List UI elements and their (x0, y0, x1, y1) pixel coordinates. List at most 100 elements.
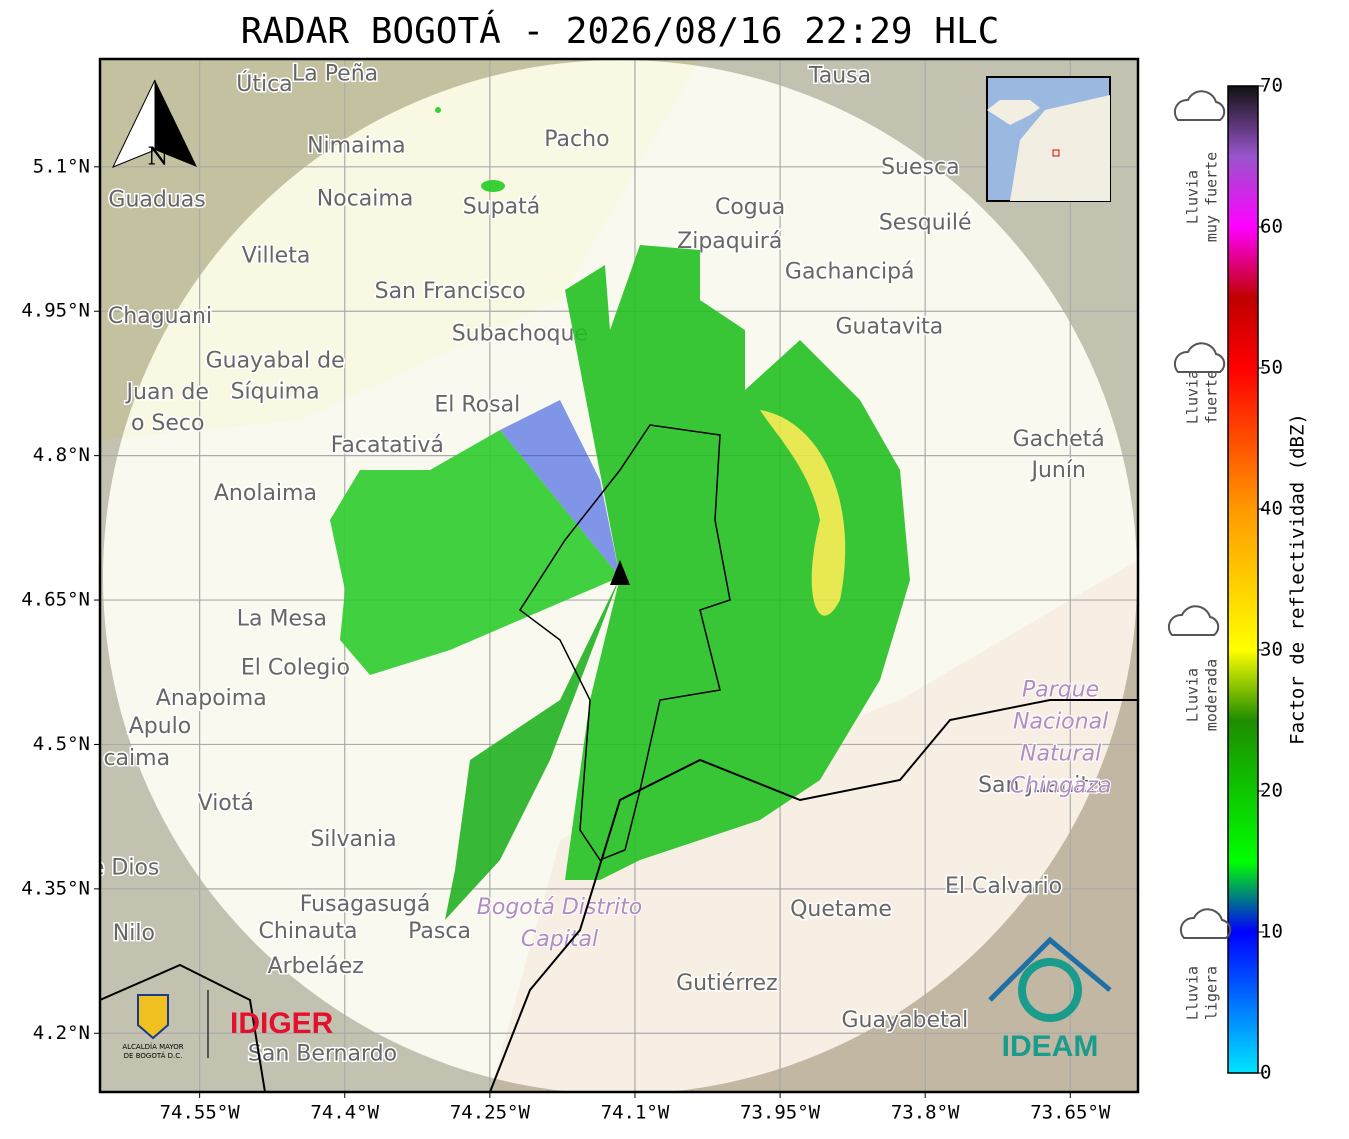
place-name: Anapoima (156, 686, 267, 711)
x-tick-label: 74.4°W (310, 1102, 379, 1124)
place-name: Tausa (808, 63, 871, 88)
north-label: N (148, 143, 169, 171)
colorbar-tick-label: 10 (1260, 921, 1283, 943)
colorbar-tick-label: 40 (1260, 498, 1283, 520)
district-border (518, 424, 731, 861)
region-name: Parque (1022, 678, 1099, 703)
place-name: San Bernardo (248, 1041, 397, 1066)
place-name: Suesca (881, 155, 959, 180)
y-tick-label: 4.65°N (21, 589, 90, 611)
weather-icons (1167, 90, 1232, 939)
place-name: El Rosal (434, 393, 520, 418)
place-name: Subachoque (452, 321, 588, 346)
colorbar-tick-label: 60 (1260, 216, 1283, 238)
region-name: Chingaza (1010, 774, 1112, 799)
x-tick-label: 74.25°W (450, 1102, 531, 1124)
place-name: Útica (236, 71, 292, 97)
place-name: caima (103, 746, 170, 771)
north-arrow: N (111, 79, 197, 171)
region-name: Bogotá Distrito (477, 895, 642, 920)
place-name: El Calvario (945, 874, 1062, 899)
place-name: Guayabal de (206, 348, 345, 373)
y-tick-label: 4.5°N (33, 733, 90, 755)
place-name: o Seco (131, 411, 205, 436)
category-label: fuerte (1203, 370, 1221, 424)
logo-text: DE BOGOTÁ D.C. (124, 1051, 183, 1060)
colorbar-tick-label: 70 (1260, 75, 1283, 97)
x-tick-label: 74.55°W (160, 1102, 241, 1124)
place-name: Silvania (310, 827, 396, 852)
place-name: Nilo (113, 921, 155, 946)
colorbar-tick-label: 50 (1260, 357, 1283, 379)
place-name: El Colegio (241, 655, 350, 680)
x-tick-label: 73.95°W (740, 1102, 821, 1124)
place-name: Juan de (125, 380, 209, 405)
x-tick-label: 73.8°W (891, 1102, 960, 1124)
region-name: Nacional (1013, 710, 1108, 735)
y-tick-label: 5.1°N (33, 155, 90, 177)
place-name: La Mesa (237, 606, 327, 631)
colorbar-label: Factor de reflectividad (dBZ) (1287, 413, 1309, 745)
colorbar-tick-label: 30 (1260, 639, 1283, 661)
y-tick-label: 4.95°N (21, 300, 90, 322)
category-label: moderada (1203, 659, 1221, 731)
place-name: Gutiérrez (676, 971, 778, 996)
place-name: Guayabetal (842, 1008, 969, 1033)
radar-site (610, 560, 630, 585)
x-tick-label: 74.1°W (601, 1102, 670, 1124)
title: RADAR BOGOTÁ - 2026/08/16 22:29 HLC (241, 10, 1000, 52)
logo-text: ALCALDÍA MAYOR (122, 1042, 183, 1051)
logo-text: IDIGER (230, 1007, 334, 1040)
colorbar-tick-label: 20 (1260, 780, 1283, 802)
y-tick-label: 4.8°N (33, 444, 90, 466)
y-tick-label: 4.35°N (21, 877, 90, 899)
place-name: Quetame (790, 897, 892, 922)
place-name: Síquima (231, 379, 320, 404)
place-name: Guaduas (108, 188, 205, 213)
radar-echo (330, 107, 910, 920)
place-name: e Dios (91, 856, 160, 881)
place-name: Gachetá (1013, 427, 1105, 452)
category-label: ligera (1203, 966, 1221, 1020)
category-label: Lluvia (1184, 370, 1202, 424)
category-label: muy fuerte (1203, 152, 1221, 242)
place-name: Supatá (463, 194, 540, 219)
inset-map (986, 76, 1111, 202)
place-name: San Juanito (978, 773, 1102, 798)
place-name: Nimaima (307, 134, 406, 159)
category-label: Lluvia (1184, 966, 1202, 1020)
place-name: Gachancipá (785, 260, 915, 285)
logos: ALCALDÍA MAYOR DE BOGOTÁ D.C. IDIGER IDE… (122, 936, 1112, 1063)
region-name: Natural (1020, 742, 1101, 767)
place-name: Junín (1029, 458, 1085, 483)
place-name: San Francisco (375, 279, 526, 304)
place-name: Fusagasugá (300, 892, 431, 917)
colorbar (1227, 85, 1259, 1074)
logo-text: IDEAM (1002, 1030, 1099, 1063)
map-frame (98, 57, 1140, 1094)
place-name: Pasca (408, 919, 471, 944)
place-name: Villeta (242, 243, 311, 268)
place-name: Arbeláez (268, 954, 364, 979)
place-name: Anolaima (214, 481, 317, 506)
place-name: Cogua (715, 195, 785, 220)
region-name: Capital (521, 927, 598, 952)
place-name: Guatavita (835, 315, 943, 340)
department-border (100, 699, 1138, 1092)
category-label: Lluvia (1184, 668, 1202, 722)
place-name: Viotá (198, 791, 254, 816)
place-name: Sesquilé (879, 211, 972, 236)
place-name: Pacho (544, 127, 609, 152)
place-name: Chinauta (259, 919, 358, 944)
place-name: Apulo (129, 714, 192, 739)
category-label: Lluvia (1184, 170, 1202, 224)
map: Útica La Peña Tausa Pacho Nimaima Guaduas Noca… (91, 59, 1138, 1092)
x-tick-label: 73.65°W (1030, 1102, 1111, 1124)
place-name: Chaguani (108, 304, 212, 329)
place-name: La Peña (292, 61, 378, 86)
place-name: Nocaima (317, 187, 414, 212)
y-tick-label: 4.2°N (33, 1022, 90, 1044)
place-name: Facatativá (331, 433, 444, 458)
colorbar-tick-label: 0 (1260, 1062, 1271, 1084)
